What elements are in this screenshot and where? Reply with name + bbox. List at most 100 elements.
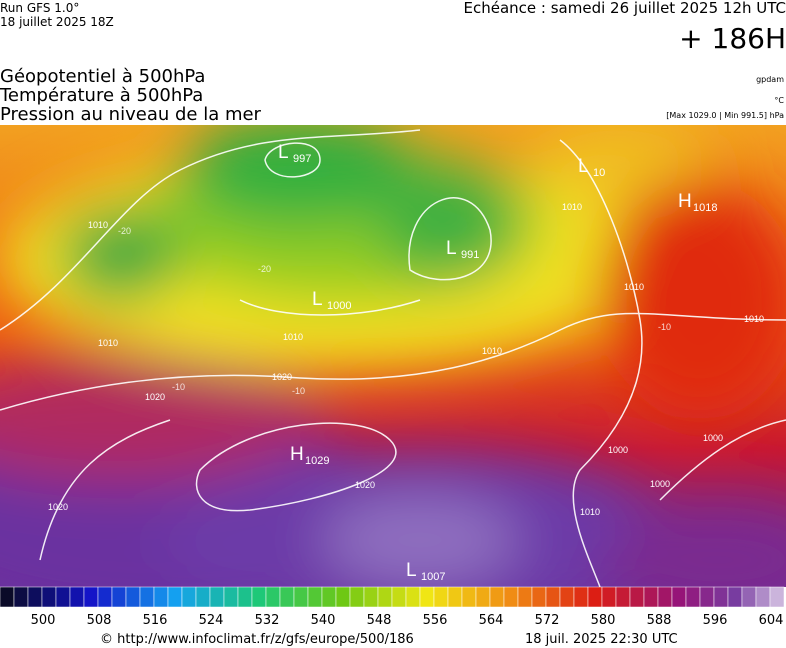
colorbar-swatch (531, 586, 547, 608)
run-date: 18 juillet 2025 18Z (0, 15, 114, 29)
colorbar-swatch (377, 586, 393, 608)
colorbar-label: 532 (255, 613, 280, 628)
colorbar-swatch (153, 586, 169, 608)
colorbar-swatch (671, 586, 687, 608)
isobar-label: 1010 (580, 507, 600, 517)
colorbar-swatch (587, 586, 603, 608)
colorbar-swatch (125, 586, 141, 608)
colorbar-label: 540 (311, 613, 336, 628)
colorbar-swatch (447, 586, 463, 608)
colorbar-swatch (755, 586, 771, 608)
title: Géopotentiel à 500hPa (0, 66, 205, 87)
isobar-label: 1010 (283, 332, 303, 342)
colorbar-swatch (769, 586, 785, 608)
pressure-center: L 10 (578, 156, 605, 179)
pressure-center: L 1000 (312, 289, 351, 312)
colorbar-label: 548 (367, 613, 392, 628)
colorbar-swatch (69, 586, 85, 608)
colorbar-swatch (713, 586, 729, 608)
colorbar-swatch (517, 586, 533, 608)
center-value: 991 (461, 249, 479, 261)
colorbar-swatch (741, 586, 757, 608)
colorbar-swatch (489, 586, 505, 608)
colorbar-swatch (251, 586, 267, 608)
map (0, 125, 786, 587)
temp-label: -20 (258, 264, 271, 274)
colorbar-swatch (559, 586, 575, 608)
center-letter: L (278, 142, 289, 163)
center-value: 1007 (421, 571, 445, 583)
colorbar-swatch (279, 586, 295, 608)
colorbar-swatch (195, 586, 211, 608)
unit: °C (774, 96, 784, 105)
colorbar-swatch (181, 586, 197, 608)
center-value: 1000 (327, 300, 351, 312)
echeance: Echéance : samedi 26 juillet 2025 12h UT… (464, 0, 786, 17)
isobar-label: 1010 (562, 202, 582, 212)
colorbar-swatch (0, 586, 15, 608)
colorbar-swatch (573, 586, 589, 608)
colorbar-swatch (83, 586, 99, 608)
isobar-label: 1000 (703, 433, 723, 443)
pressure-center: L 997 (278, 142, 311, 165)
footer-date: 18 juil. 2025 22:30 UTC (525, 632, 678, 647)
pressure-center: H 1029 (290, 444, 329, 467)
colorbar-label: 524 (199, 613, 224, 628)
isobar-label: 1010 (624, 282, 644, 292)
isobar-label: 1000 (650, 479, 670, 489)
colorbar-swatch (265, 586, 281, 608)
center-letter: H (678, 191, 692, 212)
colorbar-label: 588 (647, 613, 672, 628)
title: Température à 500hPa (0, 85, 203, 106)
colorbar-swatch (13, 586, 29, 608)
colorbar-swatch (321, 586, 337, 608)
center-letter: L (446, 238, 457, 259)
center-letter: L (312, 289, 323, 310)
colorbar-swatch (349, 586, 365, 608)
colorbar-swatch (615, 586, 631, 608)
temp-label: -10 (292, 386, 305, 396)
colorbar-swatch (405, 586, 421, 608)
colorbar-label: 580 (591, 613, 616, 628)
colorbar: 500 508 516 524 532 540 548 556 564 572 580 588 596 6… (0, 586, 785, 628)
colorbar-swatch (293, 586, 309, 608)
colorbar-label: 516 (143, 613, 168, 628)
lead-time: + 186H (679, 22, 786, 55)
isobar-label: 1010 (482, 346, 502, 356)
colorbar-swatch (335, 586, 351, 608)
colorbar-swatch (503, 586, 519, 608)
colorbar-swatch (139, 586, 155, 608)
colorbar-swatch (727, 586, 743, 608)
colorbar-swatch (419, 586, 435, 608)
colorbar-swatch (629, 586, 645, 608)
colorbar-swatch (209, 586, 225, 608)
temp-label: -20 (118, 226, 131, 236)
colorbar-swatch (433, 586, 449, 608)
colorbar-swatch (657, 586, 673, 608)
colorbar-label: 604 (759, 613, 784, 628)
center-value: 997 (293, 153, 311, 165)
colorbar-swatch (363, 586, 379, 608)
isobar-label: 1010 (88, 220, 108, 230)
colorbar-swatch (237, 586, 253, 608)
colorbar-swatch (545, 586, 561, 608)
center-letter: L (406, 560, 417, 581)
colorbar-swatch (97, 586, 113, 608)
colorbar-swatch (461, 586, 477, 608)
isobar-label: 1020 (355, 480, 375, 490)
center-value: 1018 (693, 202, 717, 214)
colorbar-swatch (223, 586, 239, 608)
colorbar-swatch (643, 586, 659, 608)
run: Run GFS 1.0° (0, 1, 79, 15)
colorbar-label: 564 (479, 613, 504, 628)
unit: gpdam (756, 75, 784, 84)
pressure-center: L 991 (446, 238, 479, 261)
pressure-center: L 1007 (406, 560, 445, 583)
colorbar-label: 572 (535, 613, 560, 628)
colorbar-swatch (55, 586, 71, 608)
colorbar-label: 596 (703, 613, 728, 628)
range: [Max 1029.0 | Min 991.5] hPa (666, 111, 784, 120)
isobar-label: 1010 (744, 314, 764, 324)
colorbar-swatch (601, 586, 617, 608)
